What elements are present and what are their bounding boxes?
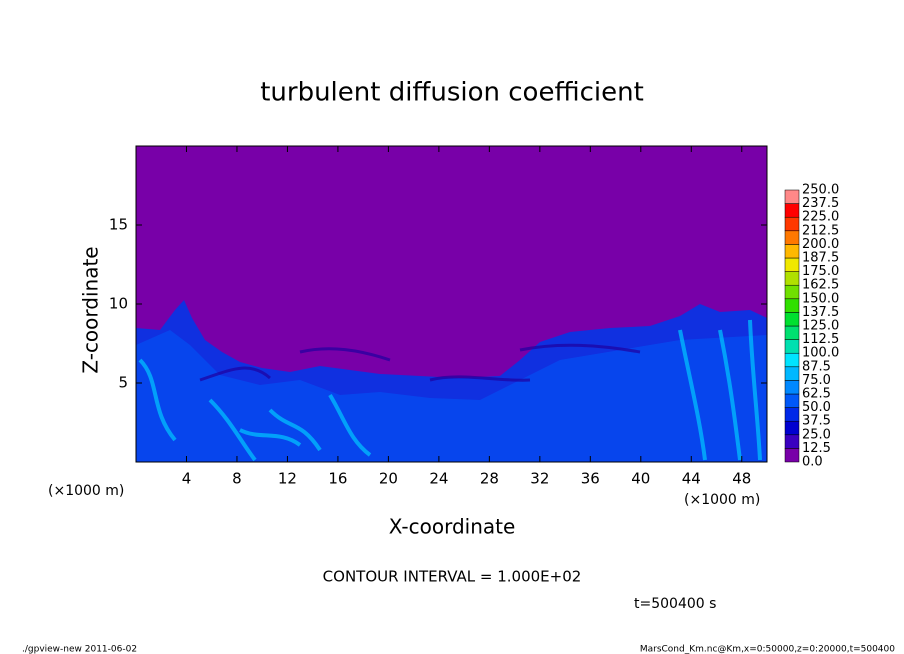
colorbar-label: 212.5: [802, 223, 839, 238]
colorbar-label: 25.0: [802, 427, 831, 442]
x-tick-label: 28: [480, 470, 499, 488]
x-tick-label: 4: [182, 470, 192, 488]
x-tick-label: 12: [278, 470, 297, 488]
x-axis-label: X-coordinate: [389, 515, 516, 539]
x-tick-label: 24: [429, 470, 448, 488]
colorbar-bin: [784, 380, 800, 395]
colorbar-bin: [784, 420, 800, 436]
x-tick-label: 16: [328, 470, 347, 488]
chart-title: turbulent diffusion coefficient: [260, 78, 644, 108]
colorbar-bin: [784, 366, 800, 381]
x-tick-label: 8: [232, 470, 242, 488]
x-tick-label: 36: [581, 470, 600, 488]
x-tick-label: 48: [732, 470, 751, 488]
x-tick-label: 32: [530, 470, 549, 488]
colorbar-label: 37.5: [802, 414, 831, 429]
y-tick-label: 5: [118, 374, 128, 392]
colorbar-bin: [784, 244, 800, 259]
colorbar-label: 112.5: [802, 332, 839, 347]
colorbar-label: 12.5: [802, 441, 831, 456]
x-tick-label: 20: [379, 470, 398, 488]
colorbar-label: 50.0: [802, 400, 831, 415]
y-tick-label: 15: [109, 216, 128, 234]
colorbar-label: 200.0: [802, 237, 839, 252]
contour-field: [136, 146, 767, 462]
colorbar-label: 187.5: [802, 251, 839, 266]
colorbar-label: 62.5: [802, 387, 831, 402]
colorbar-bin: [784, 448, 800, 463]
colorbar-label: 225.0: [802, 210, 839, 225]
colorbar-label: 137.5: [802, 305, 839, 320]
x-unit-label: (×1000 m): [684, 492, 760, 508]
colorbar-label: 175.0: [802, 264, 839, 279]
colorbar-bin: [784, 352, 800, 368]
colorbar-bin: [784, 189, 800, 204]
colorbar-bin: [784, 257, 800, 272]
y-axis-label: Z-coordinate: [79, 246, 103, 373]
colorbar-label: 75.0: [802, 373, 831, 388]
colorbar-bin: [784, 271, 800, 286]
field-streak: [199, 343, 641, 382]
colorbar-bin: [784, 312, 800, 327]
colorbar-label: 162.5: [802, 278, 839, 293]
colorbar-label: 150.0: [802, 291, 839, 306]
colorbar-bin: [784, 203, 800, 218]
colorbar-bin: [784, 216, 800, 232]
colorbar-label: 0.0: [802, 455, 823, 470]
annotation: t=500400 s: [634, 596, 716, 612]
x-tick-label: 44: [682, 470, 701, 488]
colorbar-bin: [784, 325, 800, 340]
colorbar-bin: [784, 230, 800, 245]
y-tick-label: 10: [109, 295, 128, 313]
footer: ./gpview-new 2011-06-02: [22, 645, 137, 654]
colorbar-bin: [784, 298, 800, 313]
colorbar-label: 100.0: [802, 346, 839, 361]
annotation: CONTOUR INTERVAL = 1.000E+02: [323, 568, 582, 586]
footer: MarsCond_Km.nc@Km,x=0:50000,z=0:20000,t=…: [640, 645, 895, 654]
colorbar-bin: [784, 284, 800, 300]
colorbar-bin: [784, 393, 800, 408]
colorbar-bin: [784, 339, 800, 354]
colorbar-label: 125.0: [802, 319, 839, 334]
x-tick-label: 40: [631, 470, 650, 488]
field-region: [136, 330, 767, 462]
colorbar-bin: [784, 434, 800, 449]
colorbar-label: 250.0: [802, 183, 839, 198]
x-unit-label: (×1000 m): [48, 483, 124, 499]
field-streak: [138, 319, 762, 462]
colorbar-label: 237.5: [802, 196, 839, 211]
colorbar-bin: [784, 407, 800, 422]
colorbar-label: 87.5: [802, 359, 831, 374]
